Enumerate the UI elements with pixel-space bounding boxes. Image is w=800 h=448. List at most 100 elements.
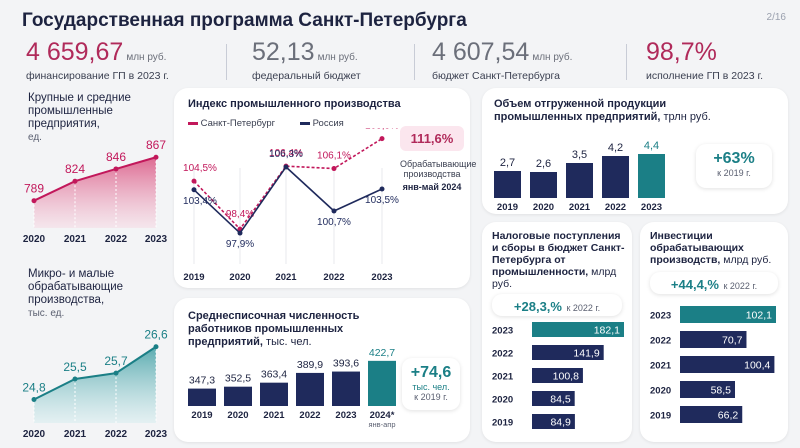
data-label: 867 [146,138,166,152]
data-label: 26,6 [144,328,168,342]
kpi-caption: бюджет Санкт-Петербурга [432,70,560,82]
data-label: 106,3% [269,149,303,160]
taxes-growth-badge: +28,3,% к 2022 г. [492,294,622,316]
x-tick-label: 2021 [64,234,87,245]
chart-title: Объем отгруженной продукции промышленных… [494,98,734,124]
x-tick-label: 2020 [533,202,554,213]
growth-value: +63% [713,150,755,167]
x-tick-label: 2022 [323,272,344,283]
chart-unit: млрд руб. [492,266,617,290]
data-label: 100,7% [317,217,351,228]
data-label: 70,7 [722,335,743,347]
data-label: 824 [65,162,85,176]
chart-unit: тыс. ед. [28,308,65,319]
x-tick-label: 2023 [145,429,168,440]
y-tick-label: 2019 [492,418,513,429]
y-tick-label: 2021 [492,372,514,383]
chart-title-text: Среднесписочная численность работников п… [188,310,360,348]
kpi-execution: 98,7% исполнение ГП в 2023 г. [646,38,763,82]
chart-title-text: Инвестиции обрабатывающих производств, [650,230,744,266]
x-tick-label: 2023 [335,410,356,421]
chart-title: Инвестиции обрабатывающих производств, м… [650,230,785,266]
card-shipped-output: Объем отгруженной продукции промышленных… [482,88,788,214]
y-tick-label: 2022 [492,349,513,360]
x-tick-label: 2022 [105,234,128,245]
bar [680,356,775,373]
growth-value: +28,3,% [513,299,562,314]
card-taxes: Налоговые поступления и сборы в бюджет С… [482,222,632,442]
data-label: 84,9 [550,417,571,429]
bar [368,360,396,406]
x-tick-label: 2019 [183,272,204,283]
data-label: 100,4 [744,360,770,372]
data-point [283,164,289,170]
data-label: 103,5% [365,195,399,206]
divider [626,44,627,80]
data-label: 84,5 [550,394,571,406]
bar [296,372,324,406]
data-point [31,397,37,403]
data-point [379,186,385,192]
data-point [191,178,197,184]
bar [566,163,593,198]
area-line [33,156,157,202]
bar [680,381,736,398]
x-tick-label: 2022 [105,429,128,440]
chart-unit: трлн руб. [663,111,711,123]
data-point [153,344,159,350]
legend-label: Санкт-Петербург [200,118,276,129]
bar [638,154,665,198]
bar [680,406,743,423]
x-tick-label: 2023 [641,202,662,213]
kpi-unit: млн руб. [532,52,573,63]
data-label: 393,6 [333,358,359,370]
chart-title-text: Налоговые поступления и сборы в бюджет С… [492,230,625,278]
investments-hbar-chart: 2023 102,1 2022 70,7 2021 100,4 2020 58,5 2019 66… [650,306,776,423]
y-tick-label: 2020 [650,386,671,397]
x-tick-sublabel: янв-апр [368,420,395,429]
growth-caption: к 2022 г. [566,303,601,313]
bar [532,345,604,360]
bar [680,331,747,348]
manufacturing-note: 111,6% Обрабатывающие производства янв-м… [400,126,476,192]
legend-label: Россия [312,118,344,129]
data-label: 347,3 [189,375,215,387]
divider [414,44,415,80]
kpi-caption: федеральный бюджет [252,70,361,82]
x-tick-label: 2019 [191,410,212,421]
data-point [31,198,37,204]
bar [332,371,360,406]
investments-growth-badge: +44,4,% к 2022 г. [650,272,778,294]
data-label: 25,5 [63,360,87,374]
employees-growth-badge: +74,6 тыс. чел. к 2019 г. [402,358,460,410]
growth-value: +44,4,% [670,277,719,292]
enterprises-area-chart: 789 2020 824 2021 846 2022 867 2023 [23,138,168,245]
x-tick-label: 2021 [263,410,285,421]
legend-swatch [188,121,198,125]
bar [224,386,252,406]
bar [532,368,583,383]
data-point [72,376,78,382]
bar [532,414,575,429]
production-index-line-chart: 104,5% 98,4% 106,4% 106,1% 109,9% 103,4% 97,9%… [183,128,399,283]
bar [530,172,557,198]
data-point [72,178,78,184]
card-production-index: Индекс промышленного производства Санкт-… [174,88,476,288]
data-label: 66,2 [718,410,739,422]
data-label: 2,6 [536,158,551,170]
divider [226,44,227,80]
y-tick-label: 2021 [650,361,672,372]
data-label: 4,4 [644,140,659,152]
chart-title: Налоговые поступления и сборы в бюджет С… [492,230,627,290]
taxes-hbar-chart: 2023 182,1 2022 141,9 2021 100,8 2020 84,5 2019 8… [492,322,624,429]
area-fill [34,346,156,423]
chart-title-micro: Микро- и малые обрабатывающие производст… [28,268,168,320]
growth-value: +74,6 [410,364,452,381]
bar [532,391,575,406]
x-tick-label: 2022 [299,410,320,421]
x-tick-label: 2023 [371,272,392,283]
data-label: 102,1 [746,310,772,322]
shipped-growth-badge: +63% к 2019 г. [696,144,772,188]
micro-area-chart: 24,8 2020 25,5 2021 25,7 2022 26,6 2023 [22,328,168,440]
data-label: 98,4% [226,209,254,220]
